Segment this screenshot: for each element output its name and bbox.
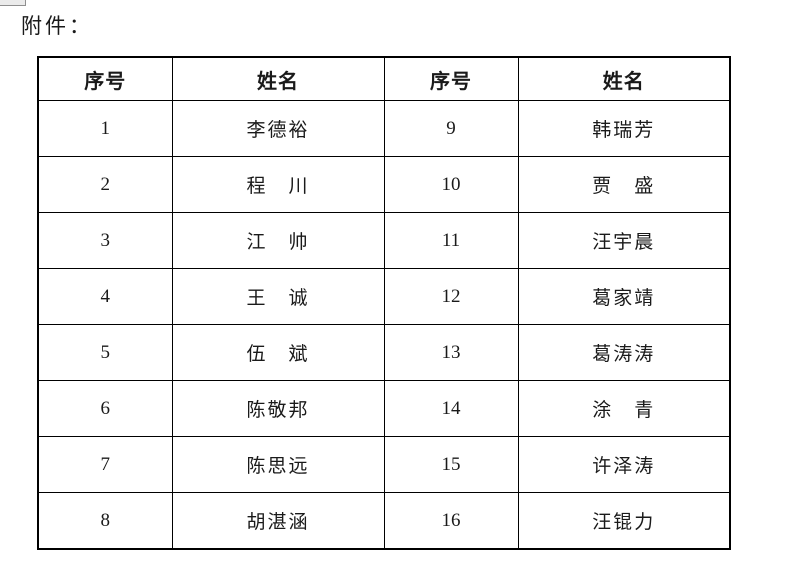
window-corner-artifact xyxy=(0,0,26,6)
table-row: 2 程 川 10 贾 盛 xyxy=(37,156,731,213)
cell-name: 汪锟力 xyxy=(517,492,731,550)
header-serial-right: 序号 xyxy=(383,56,519,101)
cell-serial: 2 xyxy=(37,156,173,213)
cell-serial: 7 xyxy=(37,436,173,493)
cell-name: 李德裕 xyxy=(171,100,385,157)
cell-name: 汪宇晨 xyxy=(517,212,731,269)
cell-serial: 15 xyxy=(383,436,519,493)
cell-name: 王 诚 xyxy=(171,268,385,325)
table-row: 3 江 帅 11 汪宇晨 xyxy=(37,212,731,269)
cell-serial: 12 xyxy=(383,268,519,325)
table-row: 8 胡湛涵 16 汪锟力 xyxy=(37,492,731,550)
cell-name: 程 川 xyxy=(171,156,385,213)
cell-name: 陈敬邦 xyxy=(171,380,385,437)
table-row: 1 李德裕 9 韩瑞芳 xyxy=(37,100,731,157)
cell-serial: 9 xyxy=(383,100,519,157)
cell-serial: 1 xyxy=(37,100,173,157)
cell-name: 许泽涛 xyxy=(517,436,731,493)
cell-name: 葛涛涛 xyxy=(517,324,731,381)
cell-name: 涂 青 xyxy=(517,380,731,437)
cell-serial: 3 xyxy=(37,212,173,269)
cell-name: 贾 盛 xyxy=(517,156,731,213)
header-name-right: 姓名 xyxy=(517,56,731,101)
header-row: 序号 姓名 序号 姓名 xyxy=(37,56,731,101)
cell-serial: 10 xyxy=(383,156,519,213)
header-serial-left: 序号 xyxy=(37,56,173,101)
cell-name: 陈思远 xyxy=(171,436,385,493)
table-row: 4 王 诚 12 葛家靖 xyxy=(37,268,731,325)
cell-serial: 5 xyxy=(37,324,173,381)
cell-serial: 14 xyxy=(383,380,519,437)
table-row: 7 陈思远 15 许泽涛 xyxy=(37,436,731,493)
cell-name: 葛家靖 xyxy=(517,268,731,325)
cell-serial: 6 xyxy=(37,380,173,437)
attachment-label: 附件： xyxy=(21,14,93,38)
table-row: 5 伍 斌 13 葛涛涛 xyxy=(37,324,731,381)
cell-serial: 11 xyxy=(383,212,519,269)
roster-table: 序号 姓名 序号 姓名 1 李德裕 9 韩瑞芳 2 程 川 10 贾 盛 3 江… xyxy=(37,56,731,550)
table-row: 6 陈敬邦 14 涂 青 xyxy=(37,380,731,437)
cell-name: 江 帅 xyxy=(171,212,385,269)
cell-name: 伍 斌 xyxy=(171,324,385,381)
cell-serial: 13 xyxy=(383,324,519,381)
header-name-left: 姓名 xyxy=(171,56,385,101)
cell-name: 韩瑞芳 xyxy=(517,100,731,157)
cell-serial: 8 xyxy=(37,492,173,550)
cell-name: 胡湛涵 xyxy=(171,492,385,550)
cell-serial: 4 xyxy=(37,268,173,325)
cell-serial: 16 xyxy=(383,492,519,550)
